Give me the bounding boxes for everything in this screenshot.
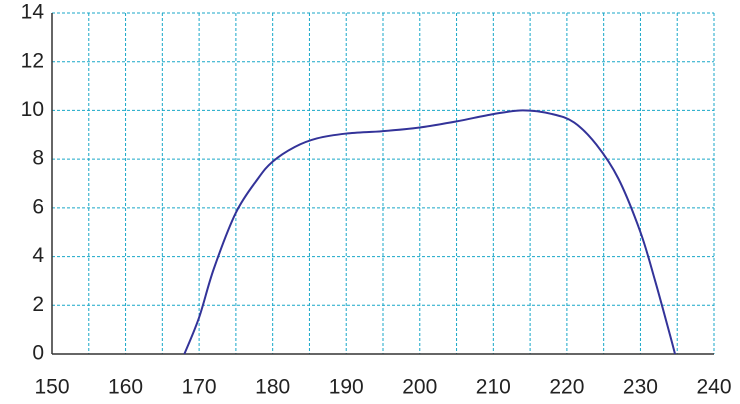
y-tick-label: 10 [21, 98, 44, 121]
x-tick-label: 210 [476, 376, 511, 399]
x-tick-label: 240 [696, 376, 731, 399]
x-tick-label: 150 [34, 376, 69, 399]
y-tick-label: 2 [32, 293, 44, 316]
y-tick-label: 12 [21, 49, 44, 72]
x-tick-label: 230 [623, 376, 658, 399]
x-tick-label: 190 [329, 376, 364, 399]
y-tick-label: 14 [21, 1, 45, 24]
y-tick-label: 8 [32, 147, 44, 170]
y-tick-label: 4 [32, 244, 44, 267]
x-tick-label: 170 [182, 376, 217, 399]
x-tick-label: 160 [108, 376, 143, 399]
y-tick-label: 6 [32, 195, 44, 218]
data-line [183, 109, 676, 355]
y-tick-label: 0 [32, 342, 44, 365]
x-tick-label: 220 [549, 376, 584, 399]
x-tick-label: 200 [402, 376, 437, 399]
x-tick-label: 180 [255, 376, 290, 399]
